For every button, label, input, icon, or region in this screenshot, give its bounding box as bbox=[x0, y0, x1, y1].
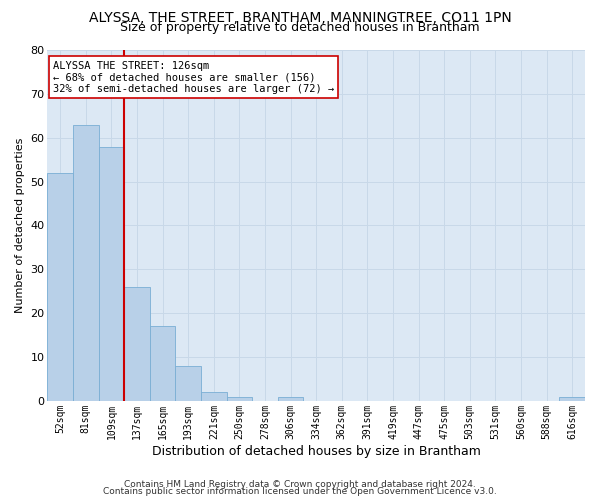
X-axis label: Distribution of detached houses by size in Brantham: Distribution of detached houses by size … bbox=[152, 444, 481, 458]
Text: Size of property relative to detached houses in Brantham: Size of property relative to detached ho… bbox=[120, 21, 480, 34]
Bar bbox=[201, 392, 227, 401]
Bar bbox=[559, 396, 585, 401]
Bar bbox=[278, 396, 304, 401]
Text: Contains HM Land Registry data © Crown copyright and database right 2024.: Contains HM Land Registry data © Crown c… bbox=[124, 480, 476, 489]
Bar bbox=[150, 326, 175, 401]
Text: ALYSSA THE STREET: 126sqm
← 68% of detached houses are smaller (156)
32% of semi: ALYSSA THE STREET: 126sqm ← 68% of detac… bbox=[53, 60, 334, 94]
Y-axis label: Number of detached properties: Number of detached properties bbox=[15, 138, 25, 313]
Text: ALYSSA, THE STREET, BRANTHAM, MANNINGTREE, CO11 1PN: ALYSSA, THE STREET, BRANTHAM, MANNINGTRE… bbox=[89, 11, 511, 25]
Bar bbox=[227, 396, 252, 401]
Bar bbox=[98, 146, 124, 401]
Bar bbox=[124, 287, 150, 401]
Bar bbox=[175, 366, 201, 401]
Bar bbox=[47, 173, 73, 401]
Text: Contains public sector information licensed under the Open Government Licence v3: Contains public sector information licen… bbox=[103, 487, 497, 496]
Bar bbox=[73, 124, 98, 401]
